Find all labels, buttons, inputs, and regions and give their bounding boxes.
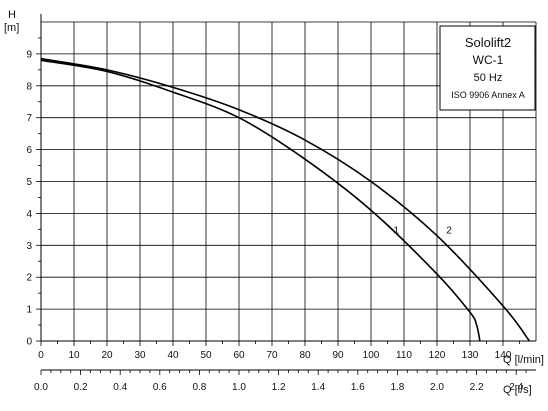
y-tick-label: 8 — [26, 81, 32, 92]
legend-standard: ISO 9906 Annex A — [451, 90, 525, 100]
x-tick-label: 40 — [167, 350, 179, 361]
x-axis-primary-title: Q [l/min] — [503, 354, 544, 366]
x2-tick-label: 0.6 — [153, 382, 167, 393]
series-1-label: 1 — [394, 225, 400, 236]
y-tick-label: 5 — [26, 177, 32, 188]
x-tick-label: 10 — [68, 350, 80, 361]
x-tick-label: 100 — [363, 350, 380, 361]
y-tick-label: 1 — [26, 305, 32, 316]
x-tick-label: 0 — [38, 350, 44, 361]
y-axis-title: H — [8, 9, 16, 21]
legend-title: Sololift2 — [465, 35, 511, 50]
x-tick-label: 110 — [396, 350, 412, 361]
x-tick-label: 140 — [495, 350, 512, 361]
legend-box: Sololift2 WC-1 50 Hz ISO 9906 Annex A — [439, 25, 536, 111]
y-axis-unit: [m] — [4, 22, 19, 34]
x2-tick-label: 1.0 — [232, 382, 246, 393]
x2-tick-label: 2.4 — [509, 382, 523, 393]
x2-tick-label: 0.4 — [113, 382, 127, 393]
x2-tick-label: 1.4 — [311, 382, 325, 393]
x2-tick-label: 1.8 — [390, 382, 404, 393]
y-tick-label: 2 — [26, 273, 32, 284]
x-tick-label: 50 — [200, 350, 212, 361]
x-tick-label: 60 — [233, 350, 245, 361]
x2-tick-label: 1.6 — [351, 382, 365, 393]
x-tick-label: 120 — [429, 350, 446, 361]
x-tick-label: 130 — [462, 350, 479, 361]
x2-tick-label: 0.0 — [34, 382, 48, 393]
legend-frequency: 50 Hz — [474, 72, 503, 84]
series-2-label: 2 — [446, 225, 452, 236]
series-1-line — [40, 59, 481, 342]
x-tick-label: 30 — [134, 350, 146, 361]
y-tick-label: 9 — [26, 49, 32, 60]
x2-tick-label: 0.2 — [74, 382, 88, 393]
x2-tick-label: 1.2 — [272, 382, 286, 393]
y-tick-label: 6 — [26, 145, 32, 156]
legend-model: WC-1 — [473, 53, 504, 67]
x2-tick-label: 0.8 — [192, 382, 206, 393]
y-tick-label: 3 — [26, 241, 32, 252]
x-tick-label: 20 — [101, 350, 113, 361]
y-tick-label: 0 — [26, 337, 32, 348]
x-tick-label: 80 — [299, 350, 311, 361]
series-2-line — [40, 57, 531, 342]
legend-box-frame — [439, 25, 536, 111]
x-axis-secondary-title: Q [l/s] — [503, 384, 532, 396]
y-tick-label: 7 — [26, 113, 32, 124]
x2-tick-label: 2.2 — [470, 382, 484, 393]
y-tick-label: 4 — [26, 209, 32, 220]
x2-tick-label: 2.0 — [430, 382, 444, 393]
x-tick-label: 90 — [332, 350, 344, 361]
x-tick-label: 70 — [266, 350, 278, 361]
